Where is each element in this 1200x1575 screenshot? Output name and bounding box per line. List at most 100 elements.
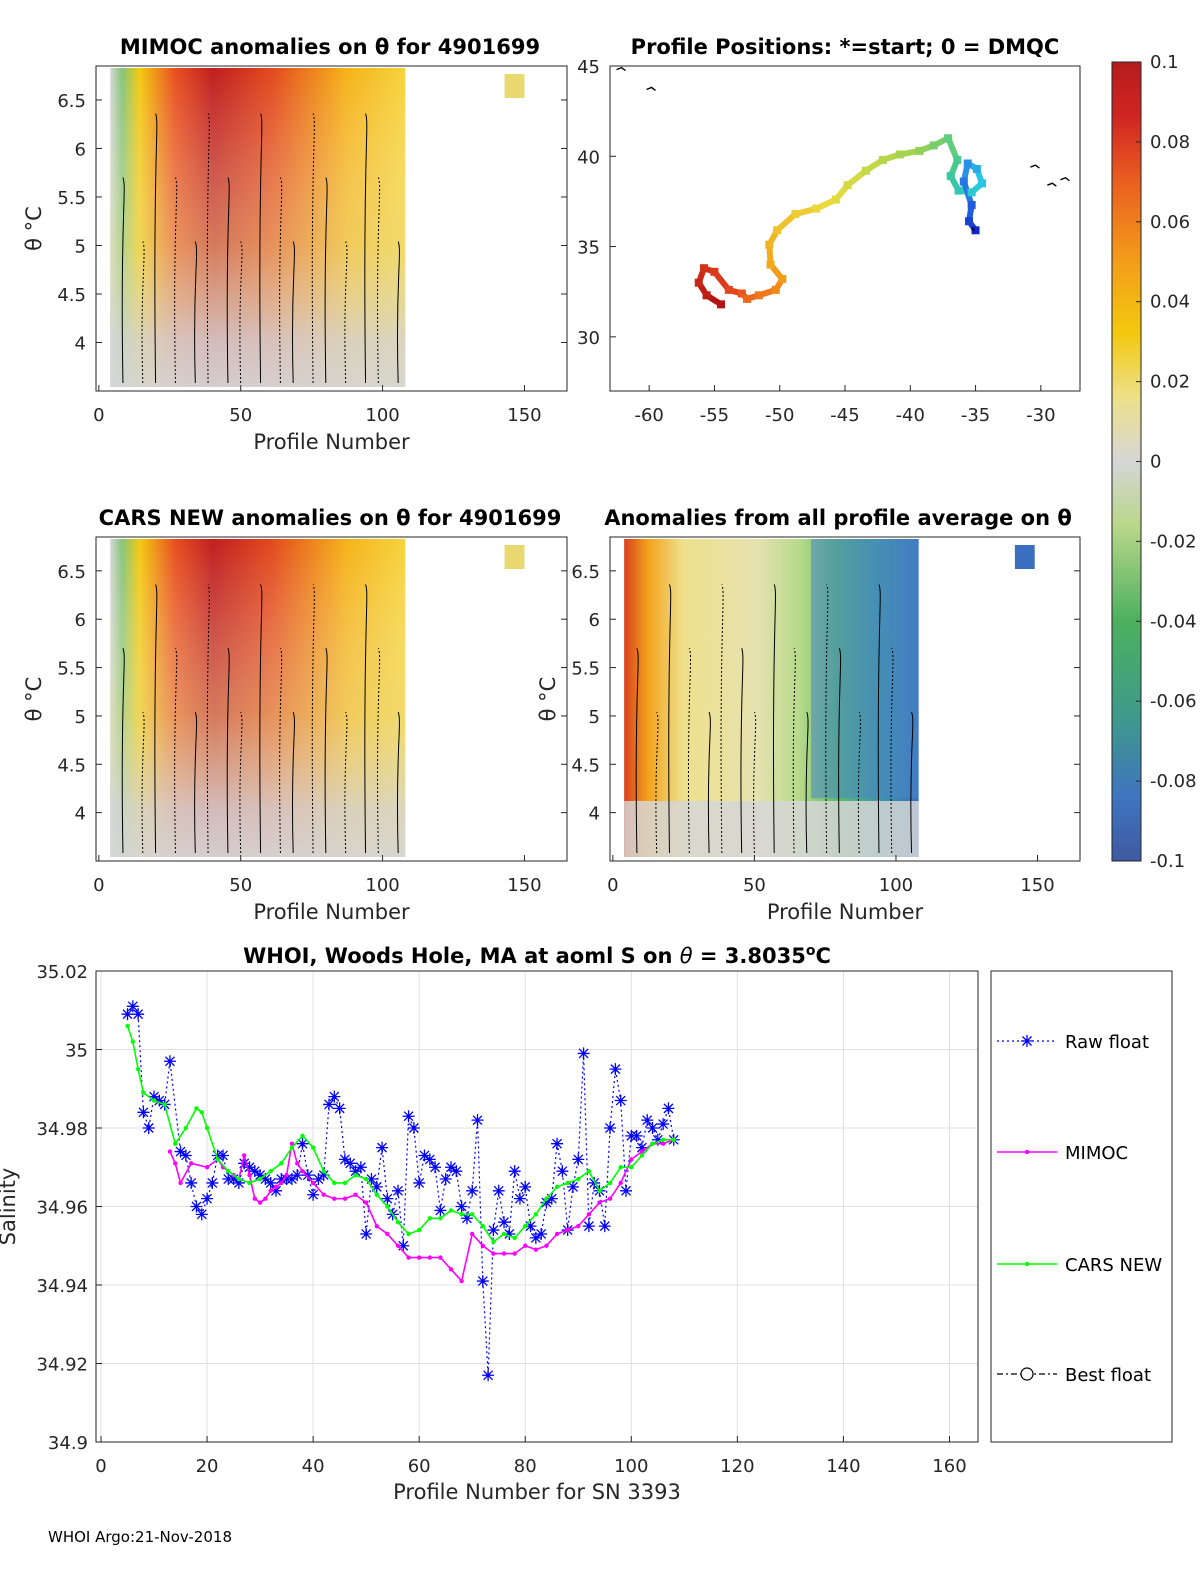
raw-float-point (429, 1161, 442, 1174)
raw-float-point (577, 1047, 590, 1060)
cars-new-point (321, 1168, 326, 1174)
raw-float-point (418, 1149, 431, 1162)
average-panel-xlabel: Profile Number (767, 900, 924, 924)
raw-float-point (487, 1224, 500, 1237)
mimoc-point (565, 1227, 570, 1233)
cars-new-point (565, 1180, 570, 1186)
average-panel-ytick-label: 5 (589, 707, 600, 728)
cars-new-point (480, 1223, 486, 1229)
mimoc-panel-ylabel: θ °C (22, 206, 46, 251)
profile-position-marker (971, 226, 980, 235)
raw-float-point (328, 1090, 341, 1103)
raw-float-point (519, 1180, 532, 1193)
raw-float-point (503, 1227, 516, 1240)
mimoc-point (247, 1172, 252, 1178)
raw-float-point (455, 1200, 468, 1213)
cars-panel-ylabel: θ °C (22, 677, 46, 722)
cars-panel-axes-box (95, 536, 568, 862)
mimoc-point (470, 1231, 475, 1237)
average-panel-contour (910, 711, 914, 854)
mimoc-point (273, 1184, 279, 1190)
raw-float-point (641, 1114, 654, 1127)
profile-position-marker (972, 164, 981, 173)
cars-new-point (162, 1102, 167, 1107)
profile-position-marker (771, 285, 780, 294)
average-panel-ylabel: θ °C (536, 677, 560, 722)
raw-float-point (498, 1216, 511, 1229)
mimoc-point (491, 1251, 496, 1256)
raw-float-point (630, 1129, 643, 1142)
cars-panel-contour (239, 711, 243, 854)
raw-float-point (349, 1165, 362, 1178)
average-panel-axes-box (609, 536, 1081, 862)
profile-position-marker (812, 204, 821, 213)
cars-new-point (183, 1125, 189, 1131)
salinity-xlabel: Profile Number for SN 3393 (393, 1480, 681, 1504)
colorbar-tick-label: -0.06 (1150, 691, 1197, 712)
colorbar-tick-label: 0.08 (1150, 132, 1190, 153)
raw-float-point (365, 1173, 378, 1186)
mimoc-panel-contour (141, 241, 145, 384)
footer-stamp: WHOI Argo:21-Nov-2018 (48, 1528, 232, 1546)
raw-float-point (588, 1176, 601, 1189)
cars-new-point (374, 1192, 379, 1197)
mimoc-panel-contour (259, 113, 263, 384)
colorbar-tick-label: -0.02 (1150, 531, 1197, 552)
profile-position-marker (878, 155, 887, 164)
profile-position-marker (915, 146, 924, 155)
salinity-ytick-label: 35.02 (36, 962, 88, 983)
positions-ytick-label: 30 (577, 328, 600, 349)
mimoc-point (295, 1161, 300, 1166)
cars-panel-contour (377, 648, 381, 854)
cars-panel-title: CARS NEW anomalies on θ for 4901699 (99, 506, 562, 530)
cars-new-point (523, 1223, 528, 1229)
salinity-xtick-label: 120 (720, 1456, 754, 1477)
raw-float-point (126, 1000, 139, 1013)
raw-float-point (535, 1227, 548, 1240)
raw-float-point (524, 1220, 537, 1233)
mimoc-panel-contour (396, 241, 400, 384)
raw-float-point (423, 1153, 436, 1166)
mimoc-panel-contour (206, 113, 210, 384)
cars-new-point (194, 1106, 199, 1111)
colorbar-tick-label: 0.02 (1150, 372, 1190, 393)
profile-position-marker (967, 188, 976, 197)
colorbar-tick-label: -0.1 (1150, 851, 1185, 872)
profile-position-marker (946, 172, 955, 181)
raw-float-point (460, 1212, 473, 1225)
raw-float-point (445, 1161, 457, 1174)
raw-float-point (646, 1122, 659, 1134)
cars-panel-xtick-label: 50 (229, 875, 252, 896)
cars-new-point (310, 1145, 316, 1150)
colorbar: 0.1 0.08 0.06 0.04 0.02 0 -0.02 -0.04 -0.06 -0.08… (1111, 52, 1197, 872)
average-panel-title: Anomalies from all profile average on θ (604, 506, 1072, 530)
raw-float-point (598, 1220, 611, 1233)
cars-panel-ytick-label: 6 (75, 610, 86, 631)
cars-new-point (438, 1216, 443, 1221)
raw-float-point (376, 1141, 389, 1154)
cars-new-point (342, 1180, 348, 1186)
average-panel-contour (668, 584, 672, 854)
mimoc-panel-contour (311, 113, 315, 384)
coastline-fragment (1030, 164, 1040, 169)
cars-new-point (300, 1133, 305, 1139)
cars-new-point (427, 1216, 432, 1221)
cars-panel-contour (279, 648, 283, 854)
raw-float-point (391, 1184, 404, 1197)
profile-position-marker (791, 210, 800, 219)
positions-ytick-label: 45 (577, 57, 600, 78)
average-panel-xtick-label: 0 (607, 875, 618, 896)
raw-float-point (137, 1106, 150, 1119)
average-panel: Anomalies from all profile average on θ 0… (536, 506, 1081, 924)
mimoc-point (300, 1168, 305, 1174)
mimoc-point (597, 1200, 602, 1205)
average-panel-contour (857, 711, 861, 854)
average-panel-contour (772, 584, 776, 854)
mimoc-point (321, 1192, 326, 1197)
cars-new-point (257, 1176, 263, 1182)
raw-float-point (190, 1200, 203, 1213)
mimoc-point (660, 1141, 666, 1146)
cars-panel-ytick-label: 4 (75, 804, 86, 825)
start-marker: * (970, 226, 975, 237)
raw-float-point (312, 1173, 325, 1186)
